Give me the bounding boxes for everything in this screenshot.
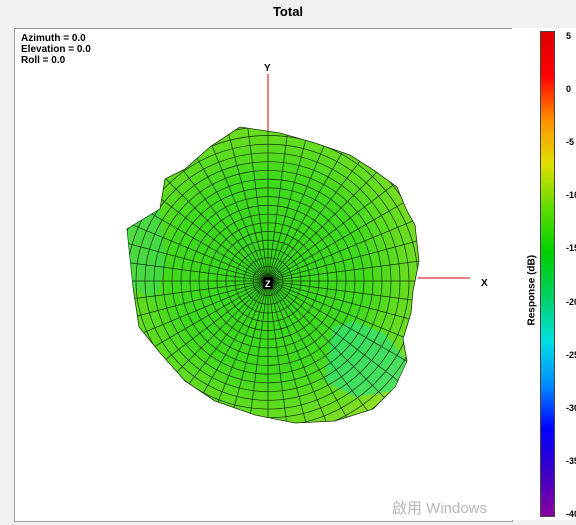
mesh-spoke <box>127 280 269 366</box>
mesh-spoke <box>267 127 379 282</box>
mesh-spoke <box>267 280 419 311</box>
azimuth-readout: Azimuth = 0.0 <box>21 33 86 44</box>
colorbar-tick: -5 <box>566 137 575 148</box>
elevation-readout: Elevation = 0.0 <box>21 44 91 55</box>
mesh-spoke <box>127 280 269 339</box>
windows-watermark: 啟用 Windows <box>392 500 488 517</box>
colorbar: 5 0 -5 -10 -15 -20 -25 -30 -35 -40 Response (dB) <box>512 28 576 520</box>
mesh-spoke <box>267 223 419 282</box>
mesh-spoke <box>267 251 419 282</box>
mesh-spoke <box>127 223 269 282</box>
y-axis-label: Y <box>264 63 271 74</box>
cyan-lobe <box>325 321 407 397</box>
mesh-spoke <box>267 280 403 423</box>
colorbar-tick: -35 <box>566 455 576 466</box>
z-axis-marker <box>263 277 273 289</box>
mesh-spoke <box>157 280 269 423</box>
colorbar-tick: -20 <box>566 296 576 307</box>
mesh-spoke <box>267 280 379 423</box>
colorbar-tick: -15 <box>566 243 576 254</box>
mesh-spoke <box>267 280 419 339</box>
pattern-plot: Y X Z <box>126 63 488 424</box>
mesh-spoke <box>238 127 269 282</box>
mesh-spoke <box>210 280 269 423</box>
mesh-spoke <box>127 280 269 311</box>
mesh-spoke <box>127 251 269 282</box>
surface-mesh <box>127 127 419 423</box>
mesh-spoke <box>267 127 326 282</box>
colorbar-tick: -25 <box>566 349 576 360</box>
mesh-spoke <box>127 170 269 282</box>
mesh-spoke <box>127 146 269 282</box>
mesh-spoke <box>210 127 269 282</box>
mesh-spoke <box>133 280 269 423</box>
mesh-spoke <box>267 127 353 282</box>
mesh-spoke <box>267 280 298 423</box>
z-axis-label: Z <box>265 279 271 289</box>
mesh-spoke <box>267 196 419 282</box>
colorbar-gradient <box>540 31 555 517</box>
roll-readout: Roll = 0.0 <box>21 55 66 66</box>
mesh-spoke <box>238 280 269 423</box>
mesh-spoke <box>267 280 419 366</box>
chart-title: Total <box>272 4 304 19</box>
mesh-spoke <box>267 280 419 392</box>
colorbar-tick: 5 <box>566 31 572 41</box>
mesh-spoke <box>267 170 419 282</box>
mesh-spoke <box>183 127 269 282</box>
mesh-spoke <box>267 280 353 423</box>
colorbar-label: Response (dB) <box>526 254 538 326</box>
mesh-spoke <box>267 127 298 282</box>
mesh-spoke <box>267 280 326 423</box>
x-axis-label: X <box>481 278 488 289</box>
mesh-spoke <box>157 127 269 282</box>
mesh-spoke <box>127 196 269 282</box>
colorbar-tick: -30 <box>566 402 576 413</box>
mesh-spoke <box>127 280 269 392</box>
mesh-spoke <box>183 280 269 423</box>
mesh-spoke <box>127 280 269 416</box>
colorbar-tick: 0 <box>566 84 572 95</box>
colorbar-tick: -10 <box>566 190 576 201</box>
colorbar-tick: -40 <box>566 509 576 519</box>
plot-area[interactable]: Azimuth = 0.0 Elevation = 0.0 Roll = 0.0… <box>14 28 513 522</box>
